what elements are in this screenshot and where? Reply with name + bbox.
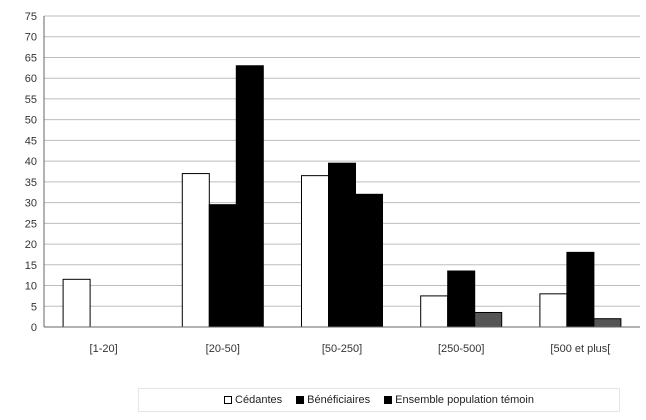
- y-tick-label: 10: [25, 281, 37, 293]
- y-tick-label: 25: [25, 218, 37, 230]
- x-category-label: [1-20]: [90, 343, 118, 355]
- bar: [235, 65, 264, 328]
- y-tick-label: 20: [25, 239, 37, 251]
- y-axis-ticks: 0 5 10 15 20 25 30 35 40 45 50 55 60 65 70 75: [25, 11, 37, 334]
- x-category-label: [250-500]: [438, 343, 484, 355]
- bar: [593, 318, 622, 328]
- legend-swatch-cedantes: [224, 396, 233, 404]
- y-tick-label: 35: [25, 177, 37, 189]
- bar: [474, 311, 503, 328]
- y-tick-label: 70: [25, 32, 37, 44]
- bar: [420, 295, 449, 328]
- y-tick-label: 50: [25, 115, 37, 127]
- legend-item-beneficiaires: Bénéficiaires: [296, 394, 370, 406]
- legend-swatch-population-temoin: [384, 396, 393, 404]
- x-category-label: [500 et plus[: [550, 343, 610, 355]
- bar-chart: 0 5 10 15 20 25 30 35 40 45 50 55 60 65 70 75 [1-20] [20…: [25, 11, 640, 355]
- legend-swatch-beneficiaires: [296, 396, 305, 404]
- x-category-label: [50-250]: [322, 343, 362, 355]
- y-tick-label: 45: [25, 135, 37, 147]
- bars: [62, 65, 622, 328]
- legend-label-beneficiaires: Bénéficiaires: [307, 394, 371, 406]
- axes: [43, 16, 640, 328]
- y-tick-label: 65: [25, 52, 37, 64]
- y-tick-label: 30: [25, 198, 37, 210]
- bar: [328, 162, 356, 328]
- bar: [301, 175, 329, 328]
- y-tick-label: 15: [25, 260, 37, 272]
- bar: [539, 293, 568, 328]
- bar: [62, 278, 91, 328]
- y-tick-label: 75: [25, 11, 37, 23]
- bar: [447, 270, 476, 328]
- legend: Cédantes Bénéficiaires Ensemble populati…: [138, 388, 620, 412]
- y-tick-label: 5: [31, 301, 37, 313]
- bar: [566, 251, 595, 328]
- bar: [355, 193, 383, 328]
- bar: [208, 204, 237, 328]
- y-tick-label: 40: [25, 156, 37, 168]
- y-tick-label: 0: [31, 322, 37, 334]
- x-axis-labels: [1-20] [20-50] [50-250] [250-500] [500 et pl…: [90, 343, 611, 355]
- y-tick-label: 60: [25, 73, 37, 85]
- legend-label-population-temoin: Ensemble population témoin: [395, 394, 534, 406]
- legend-item-cedantes: Cédantes: [224, 394, 282, 406]
- legend-item-population-temoin: Ensemble population témoin: [384, 394, 534, 406]
- bar: [181, 173, 210, 328]
- x-category-label: [20-50]: [206, 343, 240, 355]
- y-tick-label: 55: [25, 94, 37, 106]
- legend-label-cedantes: Cédantes: [235, 394, 283, 406]
